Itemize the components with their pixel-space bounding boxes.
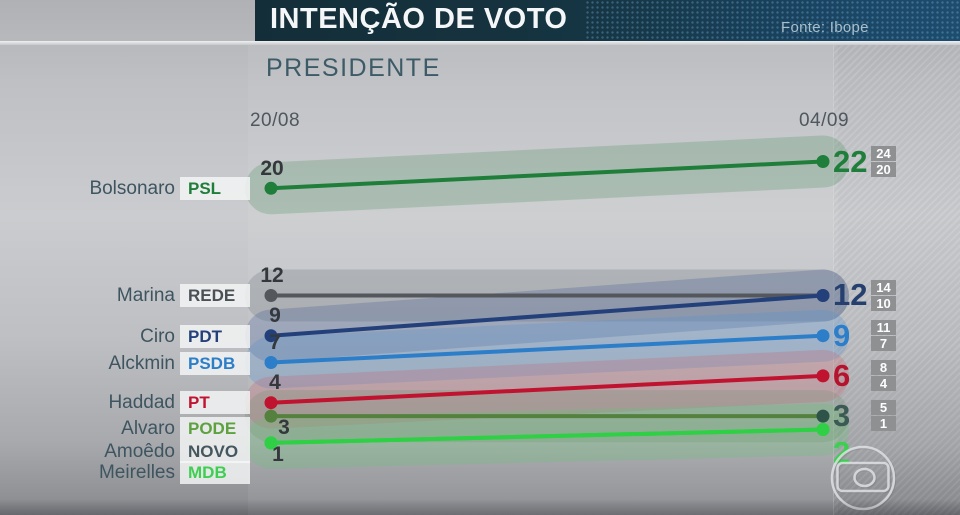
left-value: 12 <box>260 264 284 287</box>
chart-title: PRESIDENTE <box>266 54 441 82</box>
moe-badges: 8 4 <box>871 360 896 392</box>
trend-line-psl <box>270 159 824 191</box>
date-right: 04/09 <box>798 110 850 131</box>
candidate-name: Meirelles <box>98 462 175 483</box>
candidate-name: Alckmin <box>108 353 175 374</box>
party-badge: PDT <box>180 325 250 348</box>
right-value: 6 <box>833 358 851 393</box>
data-point-right <box>816 155 830 168</box>
left-value: 1 <box>272 443 284 466</box>
right-value: 3 <box>833 398 851 433</box>
moe-high: 8 <box>871 360 896 375</box>
left-value: 4 <box>269 371 281 394</box>
data-point-left <box>264 409 278 423</box>
date-left: 20/08 <box>249 110 301 131</box>
data-point-left <box>264 329 278 343</box>
party-badge: MDB <box>180 461 250 484</box>
data-point-right <box>816 329 830 343</box>
candidate-name: Alvaro <box>121 418 175 439</box>
header-texture <box>585 0 960 41</box>
data-point-left <box>264 436 278 450</box>
data-point-right <box>816 423 830 436</box>
party-badge: PSL <box>180 177 250 200</box>
left-value: 9 <box>269 304 281 327</box>
data-point-right <box>816 369 830 383</box>
party-badge: NOVO <box>180 440 250 463</box>
source-label: Fonte: Ibope <box>781 19 869 36</box>
moe-badges: 24 20 <box>871 146 896 178</box>
candidate-name: Marina <box>116 285 175 306</box>
party-badge: PSDB <box>180 352 250 375</box>
left-value: 20 <box>260 157 284 180</box>
party-badge: PODE <box>180 417 250 440</box>
data-point-left <box>264 356 278 369</box>
candidate-name: Amoêdo <box>104 441 175 462</box>
data-point-right <box>816 289 830 302</box>
page-title: INTENÇÃO DE VOTO <box>270 3 568 35</box>
data-point-right <box>816 409 830 423</box>
data-point-left <box>264 289 278 302</box>
trend-line-pdt <box>270 293 824 338</box>
party-badge: PT <box>180 391 250 414</box>
moe-badges: 5 1 <box>871 400 896 432</box>
moe-high: 14 <box>871 280 896 295</box>
party-badge: REDE <box>180 284 250 307</box>
right-value: 9 <box>833 318 851 353</box>
moe-low: 20 <box>871 162 896 177</box>
side-texture <box>833 45 960 515</box>
candidate-name: Ciro <box>140 326 175 347</box>
moe-low: 7 <box>871 336 896 351</box>
data-point-left <box>264 181 278 195</box>
candidate-name: Bolsonaro <box>89 178 175 199</box>
candidate-name: Haddad <box>108 392 175 413</box>
header-bar <box>255 0 960 41</box>
bottom-shade <box>0 499 960 515</box>
header-separator <box>0 41 960 45</box>
moe-badges: 11 7 <box>871 320 896 352</box>
moe-low: 1 <box>871 416 896 431</box>
moe-high: 5 <box>871 400 896 415</box>
trend-line-psdb <box>270 333 824 365</box>
moe-badges: 14 10 <box>871 280 896 312</box>
trend-line-pt <box>270 373 824 405</box>
left-value: 3 <box>278 416 290 439</box>
right-value: 22 <box>833 144 868 179</box>
trend-line-mdb <box>270 427 824 445</box>
left-value: 7 <box>269 331 281 354</box>
globo-logo-icon <box>830 445 897 512</box>
data-point-left <box>264 396 278 410</box>
moe-low: 10 <box>871 296 896 311</box>
right-value: 12 <box>833 277 868 312</box>
moe-low: 4 <box>871 376 896 391</box>
moe-high: 24 <box>871 146 896 161</box>
moe-high: 11 <box>871 320 896 335</box>
